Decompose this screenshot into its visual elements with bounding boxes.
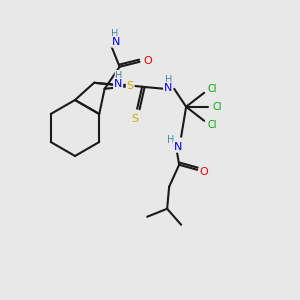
Text: O: O	[200, 167, 208, 177]
Text: H: H	[116, 71, 123, 81]
Text: H: H	[166, 75, 173, 85]
Text: Cl: Cl	[212, 102, 222, 112]
Text: O: O	[143, 56, 152, 66]
Text: N: N	[174, 142, 182, 152]
Text: N: N	[114, 79, 122, 89]
Text: N: N	[111, 37, 120, 47]
Text: S: S	[132, 114, 139, 124]
Text: H: H	[167, 135, 175, 145]
Text: H: H	[111, 29, 118, 39]
Text: Cl: Cl	[207, 84, 217, 94]
Text: N: N	[164, 83, 172, 93]
Text: S: S	[127, 81, 134, 91]
Text: Cl: Cl	[207, 120, 217, 130]
